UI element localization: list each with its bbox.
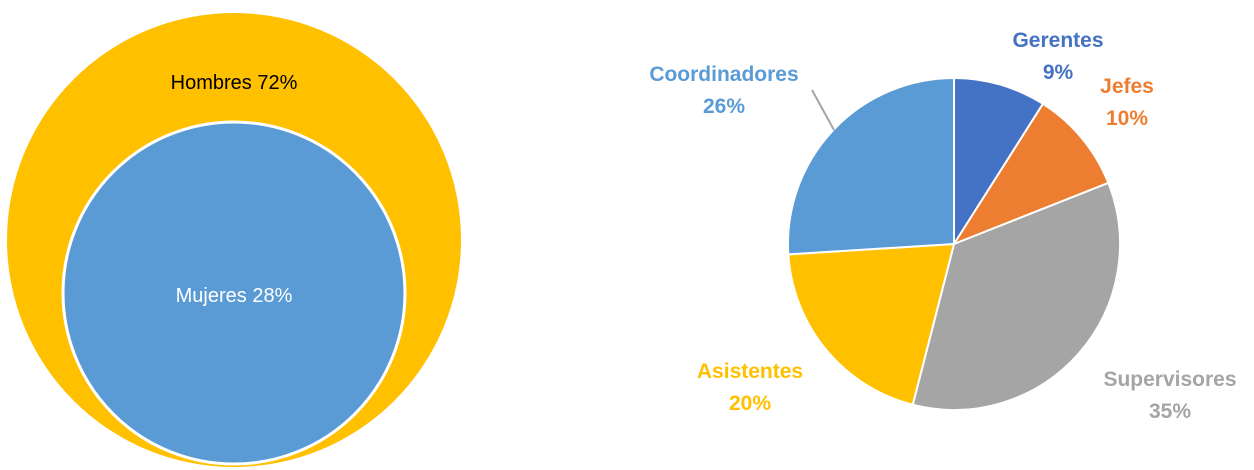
pie-label-percent: 9%: [1043, 61, 1074, 84]
pie-label-coordinadores: Coordinadores 26%: [649, 63, 798, 118]
pie-label-asistentes: Asistentes 20%: [697, 360, 803, 415]
leader-line-coordinadores: [811, 89, 835, 131]
pie-slice-jefes: [951, 102, 1110, 247]
gender-circle-chart: Hombres 72% Mujeres 28%: [7, 13, 461, 467]
pie-slice-asistentes: [787, 242, 956, 406]
label-mujeres: Mujeres 28%: [176, 285, 293, 307]
role-pie-chart: Gerentes 9% Jefes 10% Supervisores 35% Asisten…: [649, 29, 1236, 423]
pie-label-name: Jefes: [1100, 75, 1154, 98]
pie-label-gerentes: Gerentes 9%: [1012, 29, 1103, 84]
pie-slices: [787, 76, 1121, 411]
label-hombres: Hombres 72%: [171, 72, 298, 94]
pie-label-supervisores: Supervisores 35%: [1103, 368, 1236, 423]
pie-label-name: Asistentes: [697, 360, 803, 383]
inner-circle-mujeres: [61, 120, 407, 466]
pie-labels: Gerentes 9% Jefes 10% Supervisores 35% Asisten…: [649, 29, 1236, 423]
pie-label-name: Gerentes: [1012, 29, 1103, 52]
pie-label-jefes: Jefes 10%: [1100, 75, 1154, 130]
pie-slice-gerentes: [953, 76, 1045, 248]
pie-label-name: Supervisores: [1103, 368, 1236, 391]
pie-label-percent: 26%: [703, 95, 745, 118]
pie-label-percent: 10%: [1106, 107, 1148, 130]
pie-label-percent: 35%: [1149, 400, 1191, 423]
pie-label-name: Coordinadores: [649, 63, 798, 86]
pie-slice-coordinadores: [787, 76, 955, 256]
pie-slice-supervisores: [911, 181, 1121, 411]
pie-label-percent: 20%: [729, 392, 771, 415]
